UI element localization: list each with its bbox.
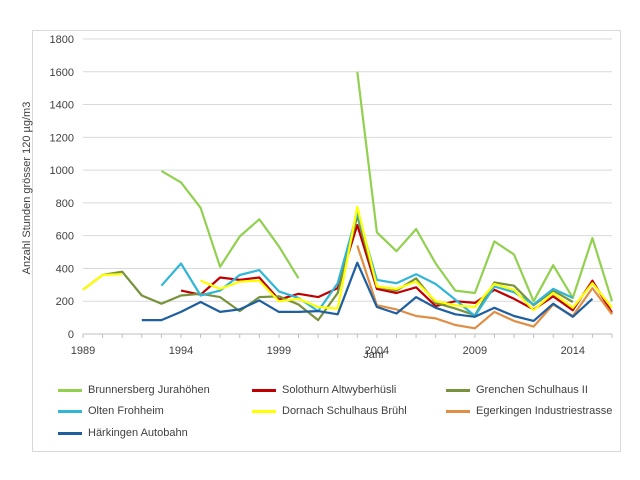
y-tick-label: 1000 (50, 165, 74, 177)
series-line-7 (141, 261, 594, 322)
x-tick-label: 2004 (365, 345, 389, 357)
x-tick-label: 2014 (561, 345, 585, 357)
legend-item: Olten Frohheim (58, 405, 164, 417)
legend-swatch (446, 388, 470, 392)
legend-swatch (58, 431, 82, 435)
x-axis-label: Jahr (363, 349, 385, 361)
y-tick-label: 1200 (50, 132, 74, 144)
legend-swatch (446, 409, 470, 413)
legend-label: Solothurn Altwyberhüsli (282, 384, 397, 396)
legend-swatch (58, 409, 82, 413)
y-tick-label: 400 (56, 263, 74, 275)
y-tick-label: 800 (56, 198, 74, 210)
series-line-5 (82, 205, 613, 312)
x-tick-label: 2009 (463, 345, 487, 357)
legend-label: Härkingen Autobahn (88, 427, 188, 439)
legend-item: Härkingen Autobahn (58, 427, 188, 439)
legend-item: Solothurn Altwyberhüsli (252, 384, 396, 396)
legend-item: Brunnersberg Jurahöhen (58, 384, 210, 396)
legend-swatch (58, 388, 82, 392)
y-tick-label: 1400 (50, 100, 74, 112)
legend-item: Dornach Schulhaus Brühl (252, 405, 407, 417)
legend-label: Dornach Schulhaus Brühl (282, 405, 407, 417)
x-tick-label: 1989 (71, 345, 95, 357)
y-tick-label: 1800 (50, 34, 74, 46)
series-line-1 (160, 71, 614, 303)
legend-swatch (252, 409, 276, 413)
y-tick-label: 600 (56, 231, 74, 243)
y-tick-label: 0 (68, 329, 74, 341)
x-tick-label: 1994 (169, 345, 193, 357)
legend-label: Grenchen Schulhaus II (476, 384, 588, 396)
x-tick-label: 1999 (267, 345, 291, 357)
legend-label: Olten Frohheim (88, 405, 164, 417)
y-axis-label: Anzahl Stunden grösser 120 µg/m3 (21, 102, 33, 275)
y-tick-label: 200 (56, 296, 74, 308)
legend-item: Grenchen Schulhaus II (446, 384, 588, 396)
chart-frame (32, 30, 621, 452)
y-tick-label: 1600 (50, 67, 74, 79)
legend-item: Egerkingen Industriestrasse (446, 405, 612, 417)
legend-label: Brunnersberg Jurahöhen (88, 384, 210, 396)
legend-label: Egerkingen Industriestrasse (476, 405, 613, 417)
legend-swatch (252, 388, 276, 392)
